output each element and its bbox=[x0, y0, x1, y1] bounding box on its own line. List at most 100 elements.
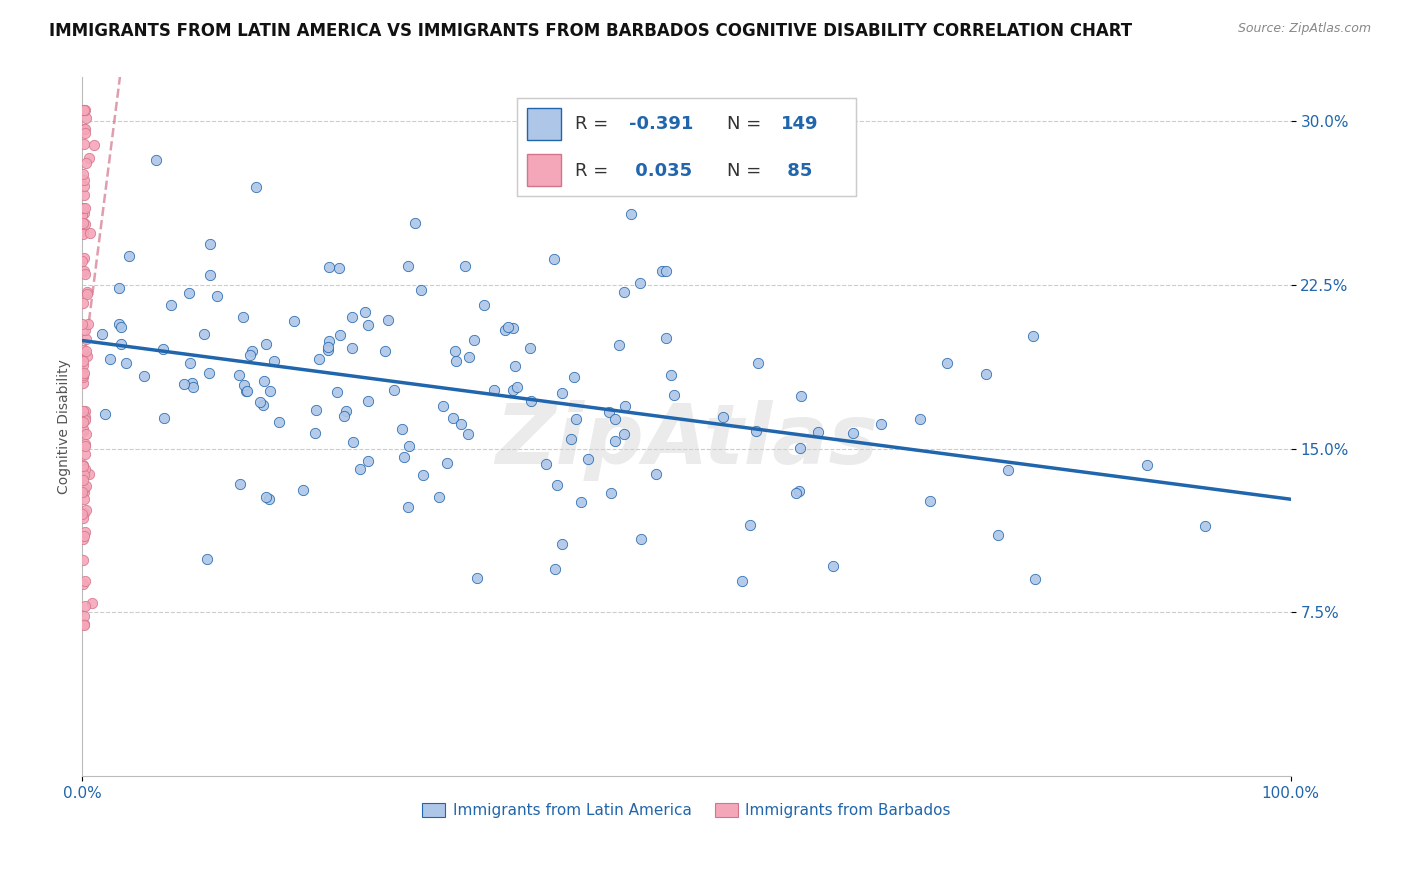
Point bbox=[392, 450, 415, 464]
Point bbox=[73, 408, 96, 422]
Point bbox=[628, 277, 651, 291]
Point bbox=[494, 323, 516, 337]
Point bbox=[177, 286, 200, 301]
Point bbox=[620, 206, 643, 220]
Point bbox=[73, 599, 96, 613]
Point bbox=[1024, 572, 1046, 586]
Point bbox=[75, 217, 97, 231]
Point bbox=[75, 478, 97, 492]
Point bbox=[181, 376, 204, 390]
Point bbox=[357, 393, 380, 408]
Text: ZipAtlas: ZipAtlas bbox=[495, 401, 877, 482]
Point bbox=[73, 264, 96, 278]
Point bbox=[153, 411, 176, 425]
Point bbox=[713, 410, 735, 425]
Point bbox=[974, 367, 997, 381]
Point bbox=[76, 285, 98, 300]
Point bbox=[987, 528, 1010, 542]
Point bbox=[329, 327, 352, 342]
Point bbox=[404, 216, 426, 230]
Point bbox=[789, 442, 811, 456]
Point bbox=[75, 439, 97, 453]
Point bbox=[259, 384, 281, 399]
Point bbox=[613, 399, 636, 413]
Point bbox=[72, 370, 94, 384]
Point bbox=[374, 344, 396, 359]
Point bbox=[72, 343, 94, 358]
Point bbox=[235, 384, 257, 398]
Point bbox=[72, 354, 94, 368]
Point bbox=[304, 426, 326, 441]
Point bbox=[179, 356, 201, 370]
Point bbox=[443, 343, 465, 358]
Point bbox=[72, 296, 94, 310]
Point bbox=[90, 326, 112, 341]
Point bbox=[308, 351, 330, 366]
Point bbox=[342, 310, 364, 325]
Point bbox=[79, 226, 101, 240]
Point bbox=[110, 337, 132, 351]
Point bbox=[502, 383, 524, 397]
Point bbox=[108, 281, 131, 295]
Point bbox=[73, 188, 96, 202]
Point bbox=[391, 422, 413, 436]
Point bbox=[72, 216, 94, 230]
Point bbox=[465, 571, 488, 585]
Point bbox=[75, 344, 97, 359]
Point bbox=[564, 369, 586, 384]
Point bbox=[228, 477, 250, 491]
Point bbox=[72, 404, 94, 418]
Point bbox=[254, 337, 277, 351]
Point bbox=[396, 259, 419, 273]
Point bbox=[195, 552, 218, 566]
Point bbox=[249, 395, 271, 409]
Point bbox=[73, 136, 96, 151]
Point bbox=[506, 380, 529, 394]
Point bbox=[98, 352, 121, 367]
Point bbox=[236, 384, 259, 399]
Point bbox=[73, 506, 96, 520]
Point bbox=[72, 422, 94, 436]
Point bbox=[613, 285, 636, 300]
Point bbox=[1194, 519, 1216, 533]
Point bbox=[546, 477, 568, 491]
Point bbox=[502, 320, 524, 334]
Point bbox=[72, 227, 94, 241]
Point bbox=[75, 332, 97, 346]
Point bbox=[382, 384, 405, 398]
Point bbox=[283, 314, 305, 328]
Point bbox=[655, 331, 678, 345]
Point bbox=[72, 201, 94, 215]
Point bbox=[73, 267, 96, 281]
Point bbox=[254, 490, 277, 504]
Point bbox=[740, 517, 762, 532]
Point bbox=[870, 417, 893, 431]
Point bbox=[269, 415, 291, 429]
Point bbox=[429, 491, 451, 505]
Point bbox=[73, 103, 96, 118]
Point bbox=[198, 366, 221, 380]
Point bbox=[1022, 329, 1045, 343]
Point bbox=[356, 318, 378, 332]
Point bbox=[357, 454, 380, 468]
Point bbox=[543, 252, 565, 266]
Point bbox=[72, 424, 94, 438]
Point bbox=[560, 433, 582, 447]
Point bbox=[821, 559, 844, 574]
Point bbox=[73, 252, 96, 266]
Point bbox=[551, 537, 574, 551]
Point bbox=[72, 532, 94, 546]
Point bbox=[232, 310, 254, 324]
Point bbox=[744, 424, 766, 438]
Point bbox=[457, 427, 479, 442]
Point bbox=[73, 122, 96, 136]
Point bbox=[76, 349, 98, 363]
Point bbox=[519, 394, 541, 409]
Point bbox=[72, 359, 94, 373]
Point bbox=[73, 617, 96, 632]
Y-axis label: Cognitive Disability: Cognitive Disability bbox=[58, 359, 72, 494]
Point bbox=[134, 369, 156, 384]
Point bbox=[73, 323, 96, 337]
Point bbox=[603, 412, 626, 426]
Point bbox=[118, 249, 141, 263]
